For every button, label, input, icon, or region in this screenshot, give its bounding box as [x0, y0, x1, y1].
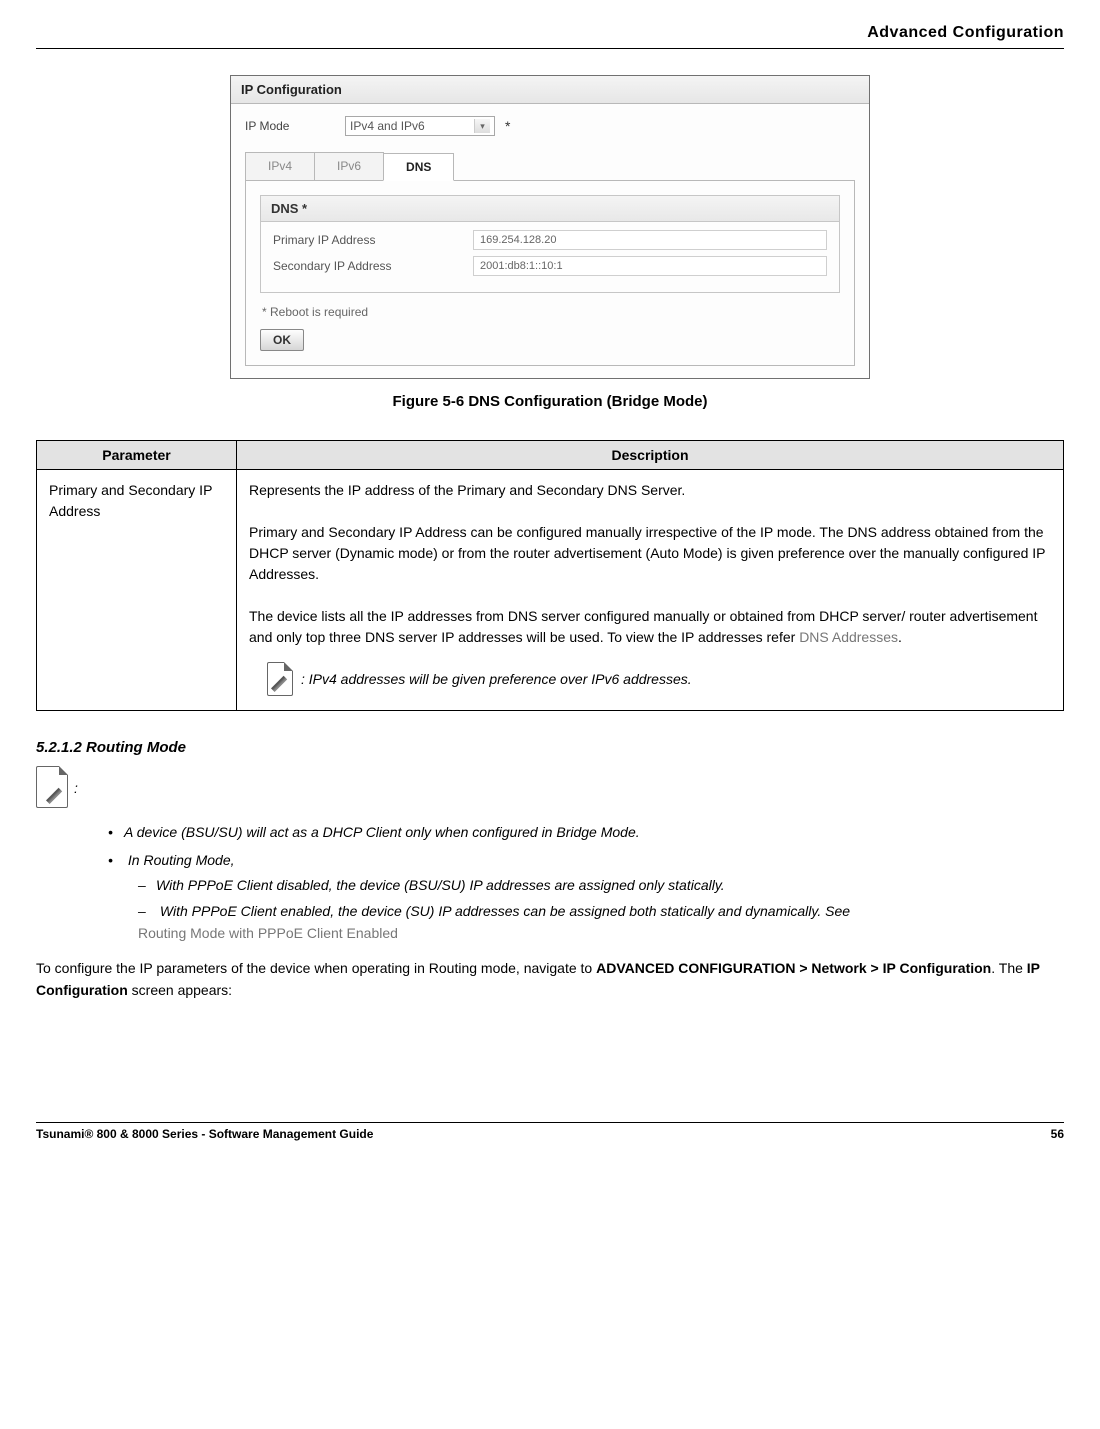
dns-addresses-link[interactable]: DNS Addresses: [799, 629, 898, 645]
para-c: . The: [991, 960, 1027, 976]
sub-bullet-1: With PPPoE Client disabled, the device (…: [138, 875, 1064, 897]
ip-config-screenshot: IP Configuration IP Mode IPv4 and IPv6 ▾…: [230, 75, 870, 379]
bullet-2: In Routing Mode, With PPPoE Client disab…: [108, 850, 1064, 945]
table-row: Primary and Secondary IP Address Represe…: [37, 470, 1064, 711]
reboot-note: * Reboot is required: [262, 305, 840, 319]
tab-ipv6[interactable]: IPv6: [314, 152, 384, 180]
footer-left: Tsunami® 800 & 8000 Series - Software Ma…: [36, 1127, 373, 1141]
desc-p3a: The device lists all the IP addresses fr…: [249, 608, 1037, 645]
primary-ip-input[interactable]: 169.254.128.20: [473, 230, 827, 250]
routing-note-block: :: [36, 766, 1064, 808]
note-colon: :: [74, 780, 78, 796]
desc-p3: The device lists all the IP addresses fr…: [249, 606, 1051, 648]
para-b: ADVANCED CONFIGURATION > Network > IP Co…: [596, 960, 991, 976]
cell-desc: Represents the IP address of the Primary…: [237, 470, 1064, 711]
header-rule: [36, 48, 1064, 49]
desc-note: : IPv4 addresses will be given preferenc…: [301, 669, 692, 690]
th-description: Description: [237, 441, 1064, 470]
tab-strip: IPv4 IPv6 DNS: [245, 152, 855, 181]
page-header-title: Advanced Configuration: [36, 24, 1064, 48]
sub2-text: With PPPoE Client enabled, the device (S…: [160, 903, 850, 919]
sub-bullet-2: With PPPoE Client enabled, the device (S…: [138, 901, 1064, 944]
tab-ipv4[interactable]: IPv4: [245, 152, 315, 180]
bullet-2-text: In Routing Mode,: [128, 852, 235, 868]
tab-panel-dns: DNS * Primary IP Address 169.254.128.20 …: [245, 181, 855, 366]
required-asterisk: *: [505, 118, 510, 134]
tab-dns[interactable]: DNS: [383, 153, 454, 181]
cell-param: Primary and Secondary IP Address: [37, 470, 237, 711]
desc-p3b: .: [898, 629, 902, 645]
desc-p1: Represents the IP address of the Primary…: [249, 480, 1051, 501]
ip-mode-label: IP Mode: [245, 119, 335, 133]
th-parameter: Parameter: [37, 441, 237, 470]
ip-mode-value: IPv4 and IPv6: [350, 119, 425, 133]
chevron-down-icon: ▾: [474, 119, 490, 133]
primary-ip-label: Primary IP Address: [273, 233, 473, 247]
ok-button[interactable]: OK: [260, 329, 304, 351]
panel-title: IP Configuration: [231, 76, 869, 104]
routing-bullets: A device (BSU/SU) will act as a DHCP Cli…: [108, 822, 1064, 944]
dns-box-title: DNS *: [261, 196, 839, 222]
figure-caption: Figure 5-6 DNS Configuration (Bridge Mod…: [36, 393, 1064, 410]
note-icon: [36, 766, 68, 808]
para-e: screen appears:: [128, 982, 232, 998]
para-a: To configure the IP parameters of the de…: [36, 960, 596, 976]
pppoe-link[interactable]: Routing Mode with PPPoE Client Enabled: [138, 925, 398, 941]
bullet-1: A device (BSU/SU) will act as a DHCP Cli…: [108, 822, 1064, 844]
routing-mode-heading: 5.2.1.2 Routing Mode: [36, 739, 1064, 756]
parameter-table: Parameter Description Primary and Second…: [36, 440, 1064, 711]
desc-p2: Primary and Secondary IP Address can be …: [249, 522, 1051, 585]
routing-paragraph: To configure the IP parameters of the de…: [36, 958, 1064, 1001]
secondary-ip-label: Secondary IP Address: [273, 259, 473, 273]
footer-right: 56: [1051, 1127, 1064, 1141]
note-icon: [267, 662, 293, 696]
ip-mode-dropdown[interactable]: IPv4 and IPv6 ▾: [345, 116, 495, 136]
secondary-ip-input[interactable]: 2001:db8:1::10:1: [473, 256, 827, 276]
